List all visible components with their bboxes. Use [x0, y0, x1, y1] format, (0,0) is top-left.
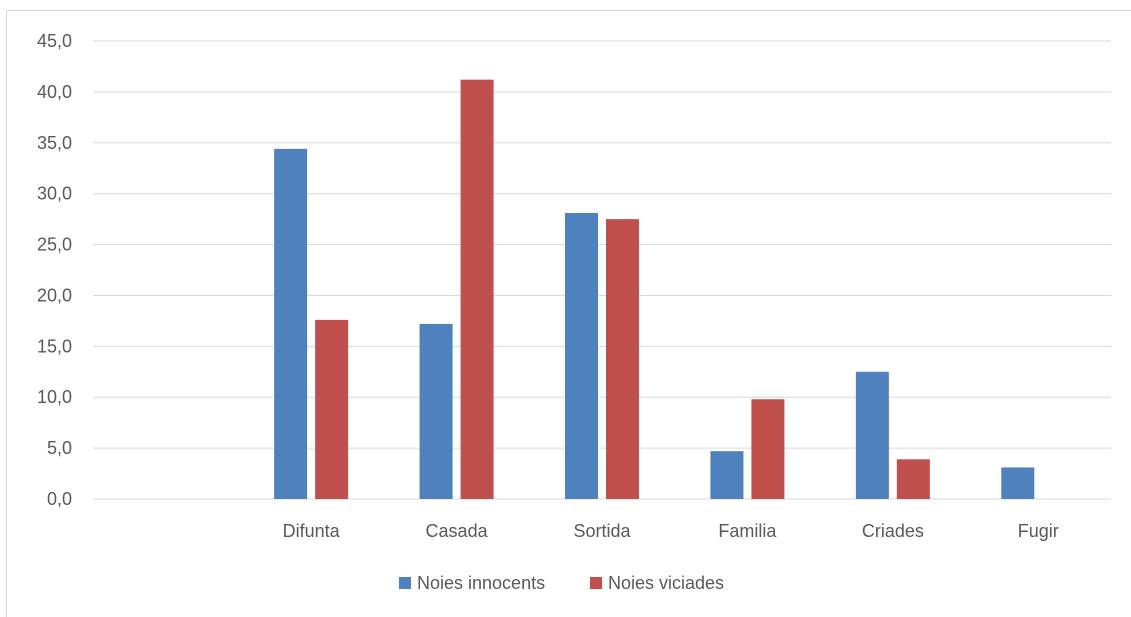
- y-tick-label: 15,0: [37, 336, 72, 356]
- legend-swatch: [399, 577, 411, 589]
- y-tick-label: 30,0: [37, 184, 72, 204]
- y-tick-label: 25,0: [37, 235, 72, 255]
- y-tick-label: 5,0: [47, 438, 72, 458]
- legend-item: Noies innocents: [399, 573, 545, 593]
- gridlines: [93, 40, 1111, 500]
- y-tick-label: 0,0: [47, 489, 72, 509]
- y-tick-label: 40,0: [37, 82, 72, 102]
- legend-item: Noies viciades: [590, 573, 724, 593]
- bar-innocents: [855, 371, 889, 499]
- legend-label: Noies viciades: [608, 573, 724, 593]
- bars: [274, 79, 1035, 500]
- x-tick-label: Casada: [426, 521, 489, 541]
- bar-innocents: [419, 323, 453, 499]
- x-axis-tick-labels: Difunta Casada Sortida Familia Criades Fugir: [283, 521, 1059, 541]
- y-tick-label: 10,0: [37, 387, 72, 407]
- bar-viciades: [460, 79, 494, 500]
- x-tick-label: Difunta: [283, 521, 341, 541]
- bar-innocents: [565, 213, 598, 499]
- x-tick-label: Sortida: [573, 521, 631, 541]
- y-tick-label: 20,0: [37, 285, 72, 305]
- legend-label: Noies innocents: [417, 573, 545, 593]
- y-tick-label: 45,0: [37, 31, 72, 51]
- bar-viciades: [896, 459, 930, 499]
- y-axis-tick-labels: 0,0 5,0 10,0 15,0 20,0 25,0 30,0 35,0 40,0 45,0: [37, 31, 72, 509]
- y-tick-label: 35,0: [37, 133, 72, 153]
- legend-swatch: [590, 577, 602, 589]
- bar-innocents: [710, 451, 744, 499]
- bar-innocents: [274, 148, 308, 499]
- legend: Noies innocents Noies viciades: [399, 573, 724, 593]
- x-tick-label: Familia: [718, 521, 777, 541]
- bar-innocents: [1001, 467, 1035, 499]
- x-tick-label: Fugir: [1018, 521, 1059, 541]
- bar-viciades: [606, 219, 639, 499]
- bar-viciades: [751, 399, 785, 499]
- chart-frame: [6, 10, 1131, 617]
- bar-viciades: [315, 319, 349, 499]
- x-tick-label: Criades: [862, 521, 924, 541]
